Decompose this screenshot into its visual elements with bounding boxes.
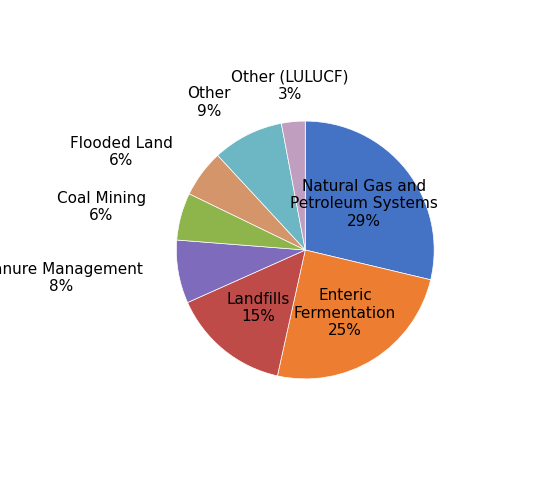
Wedge shape [189, 156, 305, 250]
Text: Landfills
15%: Landfills 15% [226, 292, 290, 324]
Wedge shape [305, 121, 434, 280]
Wedge shape [218, 124, 305, 250]
Wedge shape [177, 240, 305, 302]
Text: Coal Mining
6%: Coal Mining 6% [57, 190, 146, 223]
Wedge shape [188, 250, 305, 376]
Wedge shape [282, 121, 305, 250]
Text: Manure Management
8%: Manure Management 8% [0, 262, 142, 294]
Wedge shape [177, 194, 305, 250]
Text: Enteric
Fermentation
25%: Enteric Fermentation 25% [294, 288, 396, 339]
Wedge shape [277, 250, 431, 379]
Text: Natural Gas and
Petroleum Systems
29%: Natural Gas and Petroleum Systems 29% [290, 178, 438, 228]
Text: Flooded Land
6%: Flooded Land 6% [70, 136, 173, 168]
Text: Other
9%: Other 9% [188, 86, 231, 119]
Text: Other (LULUCF)
3%: Other (LULUCF) 3% [231, 70, 349, 102]
